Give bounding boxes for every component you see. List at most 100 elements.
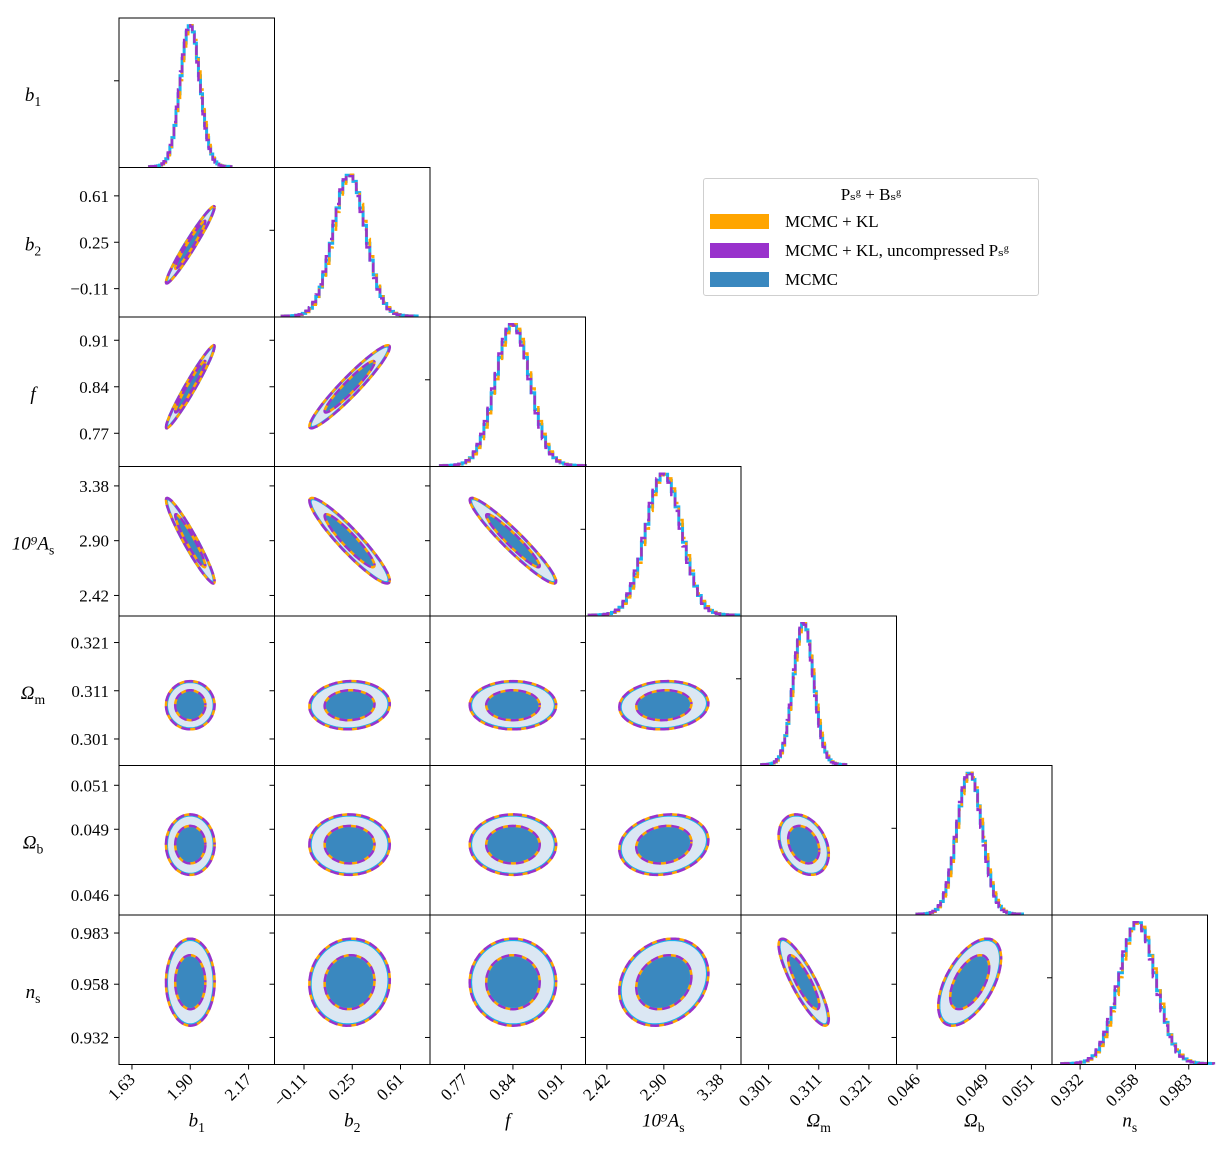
contour-95-uncompressed xyxy=(777,813,831,877)
contour-68-uncompressed xyxy=(484,824,541,865)
contour-95-uncompressed xyxy=(777,937,831,1027)
panel-bg xyxy=(119,317,275,467)
legend-entry-uncompressed: MCMC + KL, uncompressed Pₛᵍ xyxy=(710,236,1038,265)
x-tick-label-b1-0: 1.63 xyxy=(104,1070,138,1104)
contour-68-kl xyxy=(323,824,376,865)
panel-ns-b1 xyxy=(118,914,275,1065)
contour-95-uncompressed xyxy=(164,679,216,731)
contour-95-uncompressed xyxy=(468,813,558,877)
legend-title: Pₛᵍ + Bₛᵍ xyxy=(704,185,1038,207)
x-tick-label-As-1: 2.90 xyxy=(636,1070,670,1104)
y-axis-label-ns: ns xyxy=(26,982,41,1006)
contour-95-uncompressed xyxy=(164,813,216,877)
contour-68-uncompressed xyxy=(484,512,541,569)
panel-Ob-As xyxy=(585,765,742,916)
contour-68-uncompressed xyxy=(948,953,991,1011)
y-tick-label-Ob-0: 0.046 xyxy=(71,886,109,905)
x-tick-label-ns-2: 0.983 xyxy=(1155,1070,1195,1110)
histogram-As-uncompressed xyxy=(587,472,740,617)
y-tick-label-As-0: 2.42 xyxy=(79,586,109,605)
contour-68-uncompressed xyxy=(173,512,207,569)
panel-ns-Om xyxy=(740,914,897,1065)
panel-As-As xyxy=(585,466,742,617)
contour-68-uncompressed xyxy=(634,689,693,722)
panel-bg xyxy=(585,466,741,616)
y-axis-label-b2: b2 xyxy=(25,234,42,258)
x-axis-label-As: 10⁹As xyxy=(642,1111,685,1135)
x-tick-label-f-1: 0.84 xyxy=(485,1070,520,1105)
y-axis-label-Om: Ωm xyxy=(21,683,46,707)
contour-95-kl xyxy=(618,813,710,877)
panel-Om-As xyxy=(585,615,742,766)
contour-95-uncompressed xyxy=(468,937,558,1027)
y-tick-label-ns-0: 0.932 xyxy=(71,1028,109,1047)
y-axis-label-As: 10⁹As xyxy=(12,533,55,557)
y-tick-label-Om-2: 0.321 xyxy=(71,634,109,653)
panel-Om-Om xyxy=(740,615,897,766)
contour-68-kl xyxy=(323,359,376,414)
x-axis-label-Ob: Ωb xyxy=(964,1111,985,1135)
contour-95-uncompressed xyxy=(308,344,392,430)
panel-Om-b2 xyxy=(274,615,431,766)
contour-68-uncompressed xyxy=(173,953,207,1011)
panel-ns-ns xyxy=(1051,914,1216,1065)
contour-95-kl xyxy=(308,813,392,877)
y-tick-label-Ob-1: 0.049 xyxy=(71,820,109,839)
x-tick-label-Ob-0: 0.046 xyxy=(883,1070,923,1110)
x-tick-label-b2-0: −0.11 xyxy=(270,1070,311,1111)
y-tick-label-f-0: 0.77 xyxy=(79,424,109,443)
contour-68-uncompressed xyxy=(323,689,376,722)
histogram-b2-uncompressed xyxy=(280,173,419,318)
contour-68-kl xyxy=(323,689,376,722)
contour-95-uncompressed xyxy=(618,937,710,1027)
legend-title-text: Pₛᵍ + Bₛᵍ xyxy=(840,185,902,204)
contour-68-kl xyxy=(173,953,207,1011)
y-tick-label-Om-1: 0.311 xyxy=(71,682,109,701)
y-axis-label-f: f xyxy=(30,384,38,405)
legend-label-kl: MCMC + KL xyxy=(785,211,879,231)
legend-entry-mcmc: MCMC xyxy=(710,265,1038,294)
x-tick-label-As-0: 2.42 xyxy=(579,1070,613,1104)
y-axis-label-Ob: Ωb xyxy=(23,832,44,856)
panel-Om-f xyxy=(429,615,586,766)
contour-68-uncompressed xyxy=(634,953,693,1011)
x-tick-label-Ob-2: 0.051 xyxy=(998,1070,1038,1110)
contour-68-uncompressed xyxy=(323,824,376,865)
legend-label-uncompressed: MCMC + KL, uncompressed Pₛᵍ xyxy=(785,240,1009,260)
y-tick-label-f-1: 0.84 xyxy=(79,378,109,397)
y-tick-label-f-2: 0.91 xyxy=(79,331,109,350)
y-tick-label-ns-1: 0.958 xyxy=(71,975,109,994)
panel-Ob-f xyxy=(429,765,586,916)
panel-bg xyxy=(430,317,586,467)
histogram-b1-uncompressed xyxy=(148,23,233,168)
contour-68-kl xyxy=(634,824,693,865)
contour-68-uncompressed xyxy=(173,359,207,414)
y-tick-label-Om-0: 0.301 xyxy=(71,730,109,749)
panel-As-b1 xyxy=(118,466,275,617)
panel-ns-b2 xyxy=(274,914,431,1065)
x-tick-label-b2-2: 0.61 xyxy=(373,1070,407,1104)
legend-swatch-uncompressed xyxy=(710,243,769,258)
contour-95-uncompressed xyxy=(164,343,216,430)
panel-Om-b1 xyxy=(118,615,275,766)
contour-95-uncompressed xyxy=(164,937,216,1027)
x-tick-label-Om-0: 0.301 xyxy=(735,1070,775,1110)
x-tick-label-Om-2: 0.321 xyxy=(835,1070,875,1110)
panel-bg xyxy=(741,616,897,766)
contour-95-uncompressed xyxy=(468,679,558,731)
contour-95-kl xyxy=(618,679,710,731)
contour-68-uncompressed xyxy=(484,689,541,722)
x-tick-label-Ob-1: 0.049 xyxy=(952,1070,992,1110)
contour-95-uncompressed xyxy=(468,496,558,585)
contour-68-uncompressed xyxy=(323,512,376,569)
contour-68-uncompressed xyxy=(634,824,693,865)
panel-b2-b1 xyxy=(118,167,275,318)
contour-68-uncompressed xyxy=(173,689,207,722)
panel-ns-As xyxy=(585,914,742,1065)
x-axis-label-b2: b2 xyxy=(344,1111,361,1135)
x-tick-label-b1-1: 1.90 xyxy=(163,1070,197,1104)
contour-95-kl xyxy=(468,937,558,1027)
panel-b1-b1 xyxy=(118,17,275,168)
panel-As-f xyxy=(429,466,586,617)
